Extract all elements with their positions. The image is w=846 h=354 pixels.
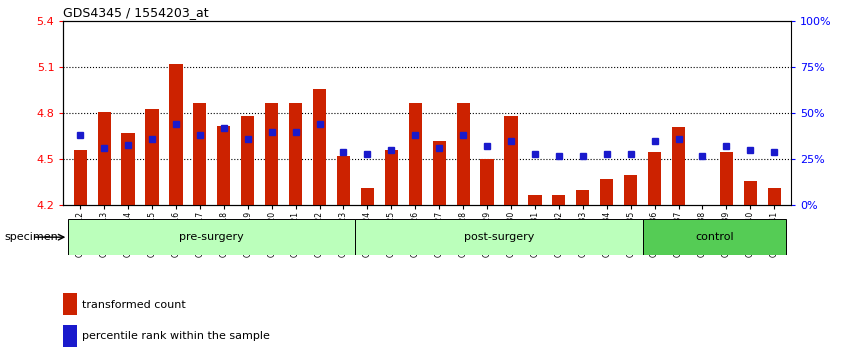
Bar — [337, 156, 350, 205]
Bar — [63, 325, 76, 347]
Bar — [504, 116, 518, 205]
Text: transformed count: transformed count — [81, 299, 185, 310]
Bar — [69, 219, 355, 255]
Bar — [552, 195, 565, 205]
Bar — [648, 152, 662, 205]
Bar — [360, 188, 374, 205]
Text: pre-surgery: pre-surgery — [179, 232, 244, 242]
Bar — [576, 190, 590, 205]
Bar — [600, 179, 613, 205]
Bar — [672, 127, 685, 205]
Bar — [355, 219, 643, 255]
Bar — [643, 219, 786, 255]
Bar — [624, 175, 637, 205]
Text: percentile rank within the sample: percentile rank within the sample — [81, 331, 270, 342]
Bar — [122, 133, 135, 205]
Text: specimen: specimen — [4, 232, 58, 242]
Bar — [169, 64, 183, 205]
Bar — [63, 293, 76, 315]
Bar — [313, 89, 326, 205]
Bar — [289, 103, 302, 205]
Bar — [385, 150, 398, 205]
Bar — [193, 103, 206, 205]
Text: GDS4345 / 1554203_at: GDS4345 / 1554203_at — [63, 6, 209, 19]
Bar — [146, 109, 158, 205]
Bar — [457, 103, 470, 205]
Bar — [265, 103, 278, 205]
Bar — [97, 112, 111, 205]
Bar — [767, 188, 781, 205]
Bar — [432, 141, 446, 205]
Bar — [241, 116, 255, 205]
Text: post-surgery: post-surgery — [464, 232, 534, 242]
Bar — [74, 150, 87, 205]
Text: control: control — [695, 232, 733, 242]
Bar — [529, 195, 541, 205]
Bar — [217, 126, 230, 205]
Bar — [409, 103, 422, 205]
Bar — [744, 181, 757, 205]
Bar — [720, 152, 733, 205]
Bar — [481, 159, 494, 205]
